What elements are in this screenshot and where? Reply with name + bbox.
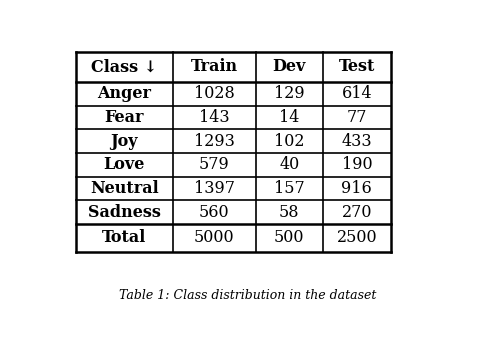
Text: Table 1: Class distribution in the dataset: Table 1: Class distribution in the datas… xyxy=(120,289,377,302)
Text: 102: 102 xyxy=(274,133,304,149)
Text: 1293: 1293 xyxy=(194,133,235,149)
Text: Sadness: Sadness xyxy=(88,204,161,221)
Text: 157: 157 xyxy=(274,180,305,197)
Text: 58: 58 xyxy=(279,204,300,221)
Text: Test: Test xyxy=(339,58,375,75)
Text: Fear: Fear xyxy=(105,109,144,126)
Text: 270: 270 xyxy=(342,204,372,221)
Text: 14: 14 xyxy=(279,109,300,126)
Text: 433: 433 xyxy=(342,133,372,149)
Text: 77: 77 xyxy=(347,109,367,126)
Text: Train: Train xyxy=(191,58,238,75)
Text: 129: 129 xyxy=(274,85,304,102)
Text: Love: Love xyxy=(104,156,145,173)
Text: 2500: 2500 xyxy=(336,229,377,246)
Text: 1028: 1028 xyxy=(194,85,235,102)
Text: 1397: 1397 xyxy=(194,180,235,197)
Text: 500: 500 xyxy=(274,229,304,246)
Text: 5000: 5000 xyxy=(194,229,235,246)
Text: 143: 143 xyxy=(199,109,229,126)
Text: 916: 916 xyxy=(341,180,372,197)
Text: Class ↓: Class ↓ xyxy=(91,58,157,75)
Text: 190: 190 xyxy=(342,156,372,173)
Text: 40: 40 xyxy=(279,156,300,173)
Text: 579: 579 xyxy=(199,156,230,173)
Text: Joy: Joy xyxy=(110,133,138,149)
Text: Dev: Dev xyxy=(272,58,306,75)
Text: 614: 614 xyxy=(342,85,372,102)
Text: Neutral: Neutral xyxy=(90,180,159,197)
Text: 560: 560 xyxy=(199,204,229,221)
Text: Total: Total xyxy=(102,229,146,246)
Text: Anger: Anger xyxy=(97,85,151,102)
